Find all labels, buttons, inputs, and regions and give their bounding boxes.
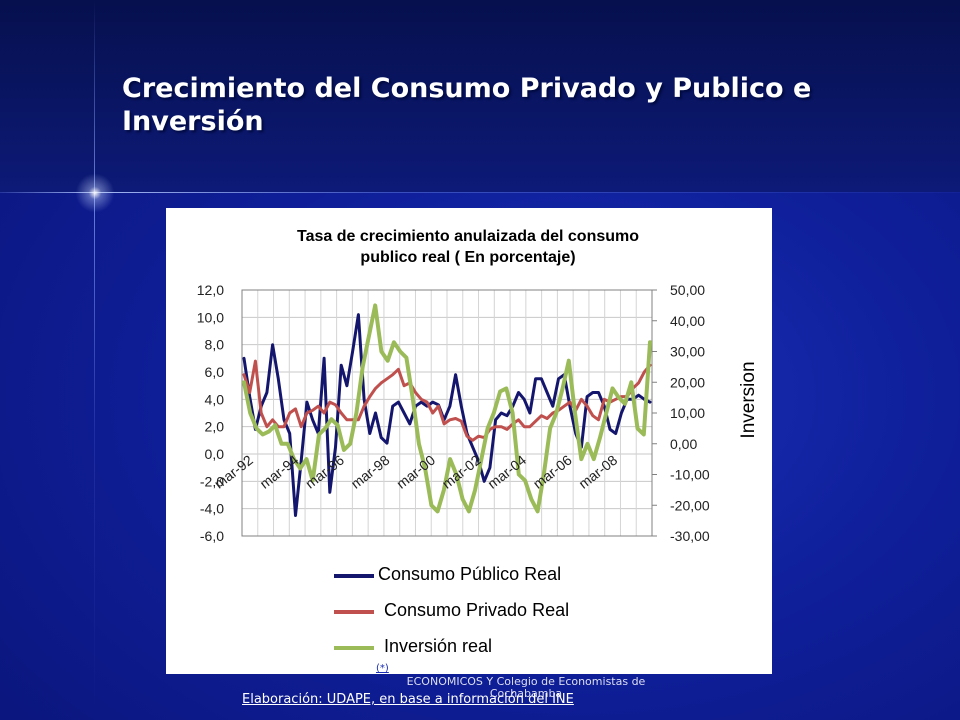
title-band [0, 0, 960, 192]
y-right-tick-label: 10,00 [670, 405, 705, 421]
y-left-tick-label: 10,0 [197, 309, 224, 325]
chart-svg: 12,0 10,0 8,0 6,0 4,0 2,0 0,0 -2,0 -4,0 -6,0 50,00… [197, 228, 759, 544]
decor-sparkle-icon [70, 168, 120, 218]
slide-title: Crecimiento del Consumo Privado y Public… [122, 73, 812, 137]
source-caption[interactable]: Elaboración: UDAPE, en base a informació… [242, 692, 574, 707]
legend-swatch [334, 646, 374, 650]
y-right-tick-label: 0,00 [670, 436, 697, 452]
series-line-inversi-n-real [242, 303, 652, 514]
y-left-tick-label: -4,0 [200, 501, 224, 517]
decor-horizontal-line [0, 192, 960, 193]
y-right-tick-label: 40,00 [670, 313, 705, 329]
chart-series [242, 303, 652, 517]
right-axis-label: Inversion [738, 361, 759, 438]
y-left-tick-label: 0,0 [205, 446, 225, 462]
legend-swatch [334, 574, 374, 578]
y-right-tick-label: 30,00 [670, 344, 705, 360]
y-right-tick-label: -20,00 [670, 497, 710, 513]
y-right-tick-label: -10,00 [670, 467, 710, 483]
x-tick-label: mar-06 [530, 452, 575, 492]
series-line-consumo-p-blico-real [242, 313, 652, 517]
y-left-tick-label: 12,0 [197, 282, 224, 298]
legend-label: Consumo Público Real [378, 564, 562, 584]
y-left-tick-label: -6,0 [200, 528, 224, 544]
chart-title-line: publico real ( En porcentaje) [360, 249, 575, 266]
y-right-tick-label: -30,00 [670, 528, 710, 544]
y-right-tick-label: 20,00 [670, 374, 705, 390]
y-left-tick-label: 2,0 [205, 419, 225, 435]
y-right-tick-label: 50,00 [670, 282, 705, 298]
y-left-tick-label: -2,0 [200, 473, 224, 489]
x-tick-label: mar-98 [348, 452, 393, 492]
y-left-tick-label: 8,0 [205, 337, 225, 353]
footer-mark: (*) [376, 663, 389, 674]
series-line-consumo-privado-real [242, 359, 652, 442]
legend-label: Inversión real [384, 636, 493, 656]
legend-label: Consumo Privado Real [384, 600, 570, 620]
y-left-tick-label: 6,0 [205, 364, 225, 380]
chart-panel: 12,0 10,0 8,0 6,0 4,0 2,0 0,0 -2,0 -4,0 -6,0 50,00… [166, 208, 772, 674]
legend-swatch [334, 610, 374, 614]
y-left-tick-label: 4,0 [205, 391, 225, 407]
chart-title: Tasa de crecimiento anulaizada del consu… [297, 228, 639, 266]
decor-vertical-line [94, 0, 95, 720]
footer-note: INSTITUTO DE ESTUDIOS SOCIO-ECONOMICOS Y… [406, 663, 646, 700]
chart-title-line: Tasa de crecimiento anulaizada del consu… [297, 228, 639, 245]
